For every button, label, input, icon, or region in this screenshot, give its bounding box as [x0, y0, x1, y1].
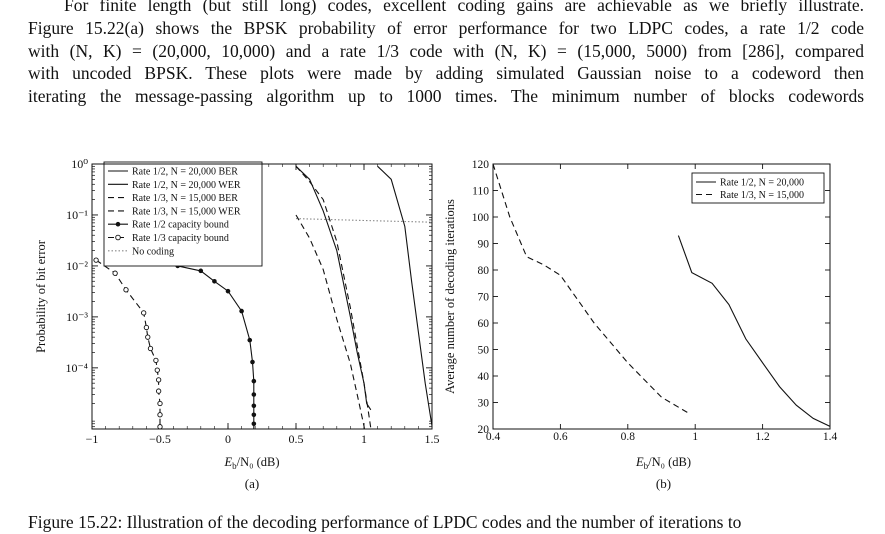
text-line: For finite length (but still long) codes… — [64, 0, 864, 15]
series-line — [377, 165, 432, 427]
y-tick-label: 10⁰ — [71, 157, 88, 171]
y-tick-label: 110 — [472, 186, 489, 198]
series-line — [295, 214, 366, 429]
y-tick-label: 50 — [478, 345, 490, 357]
text-line: iterating the message-passing algorithm … — [28, 86, 864, 107]
data-point — [123, 287, 129, 293]
data-point — [251, 421, 257, 427]
data-point — [141, 310, 147, 316]
data-point — [225, 288, 231, 294]
chart-iterations: 20 30 40 50 60 70 80 90 100 110 120 0.4 0.6 0.8 1 1.2 1.… — [443, 159, 838, 491]
text-line: with uncoded BPSK. These plots were made… — [28, 63, 864, 84]
y-tick-label: 80 — [478, 265, 490, 277]
legend-marker — [115, 234, 121, 241]
data-point — [251, 392, 257, 397]
y-tick-label: 10⁻³ — [66, 310, 88, 324]
data-point — [154, 367, 160, 373]
x-tick-label: 1.4 — [823, 431, 838, 443]
x-tick-label: 0.4 — [486, 431, 501, 443]
data-point — [251, 378, 257, 384]
data-point — [145, 334, 151, 340]
x-tick-label: 0.6 — [553, 431, 568, 443]
series-line — [295, 165, 372, 429]
y-tick-label: 20 — [478, 424, 490, 436]
series-line — [677, 235, 830, 427]
data-point — [153, 357, 159, 364]
data-point — [155, 388, 162, 394]
y-axis-label: Probability of bit error — [34, 239, 48, 353]
legend-box — [691, 172, 825, 204]
y-axis-label: Average number of decoding iterations — [443, 199, 457, 394]
series-group — [493, 164, 830, 427]
y-tick-label: 120 — [472, 159, 490, 171]
data-point — [112, 270, 118, 276]
text-line: Figure 15.22(a) shows the BPSK probabili… — [28, 17, 864, 38]
y-tick-label: 90 — [478, 239, 490, 251]
series-line — [177, 265, 255, 429]
x-tick-label: 0.5 — [289, 432, 304, 446]
series-line — [295, 218, 432, 223]
data-point — [157, 400, 163, 407]
x-tick-label: 1 — [692, 431, 698, 443]
legend-label: Rate 1/2, N = 20,000 BER — [132, 167, 238, 178]
series-line — [493, 164, 689, 414]
data-point — [239, 308, 244, 314]
y-tick-label: 30 — [478, 398, 490, 410]
chart-ber: 10⁰ 10⁻¹ 10⁻² 10⁻³ 10⁻⁴ −1 −0.5 0 0.5 1 1.5 Rate 1/… — [34, 157, 440, 491]
y-tick-label: 70 — [478, 292, 490, 304]
data-point — [93, 257, 99, 263]
series-group — [93, 165, 432, 443]
series-line — [295, 165, 372, 411]
legend-marker — [115, 221, 121, 227]
data-point — [143, 324, 150, 331]
x-tick-label: 1 — [361, 432, 367, 446]
x-tick-label: −1 — [86, 432, 99, 446]
text-line: with (N, K) = (20,000, 10,000) and a rat… — [28, 40, 864, 61]
x-axis-label: Eb/N₀ (dB) — [223, 455, 279, 471]
legend-label: Rate 1/3, N = 15,000 BER — [132, 193, 238, 204]
plot-frame — [91, 163, 433, 430]
y-tick-label: 40 — [478, 371, 490, 383]
x-tick-label: 0.8 — [621, 431, 636, 443]
data-point — [155, 377, 162, 383]
data-point — [251, 403, 257, 409]
y-tick-label: 10⁻¹ — [66, 208, 88, 222]
figure-caption: Figure 15.22: Illustration of the decodi… — [28, 512, 742, 532]
y-tick-label: 10⁻² — [66, 259, 88, 273]
legend-label: Rate 1/2 capacity bound — [132, 220, 229, 231]
panel-label: (b) — [656, 476, 671, 491]
legend-label: Rate 1/3 capacity bound — [132, 233, 229, 244]
data-point — [252, 430, 257, 435]
x-tick-label: 0 — [225, 432, 231, 446]
panel-label: (a) — [245, 476, 259, 491]
legend-label: Rate 1/3, N = 15,000 — [720, 190, 804, 201]
x-tick-label: 1.2 — [755, 431, 770, 443]
data-point — [247, 337, 253, 343]
data-point — [157, 412, 163, 418]
data-point — [252, 438, 257, 443]
plot-frame — [492, 163, 831, 430]
legend-label: No coding — [132, 246, 174, 257]
legend-label: Rate 1/3, N = 15,000 WER — [132, 206, 241, 217]
y-tick-label: 60 — [478, 318, 490, 330]
body-paragraph: For finite length (but still long) codes… — [28, 0, 864, 108]
y-tick-label: 10⁻⁴ — [65, 361, 88, 375]
data-point — [250, 359, 255, 365]
y-tick-label: 100 — [472, 212, 490, 224]
x-tick-label: −0.5 — [149, 432, 171, 446]
legend-box — [103, 161, 263, 267]
data-point — [212, 278, 217, 284]
x-axis-label: Eb/N₀ (dB) — [635, 455, 691, 471]
legend-label: Rate 1/2, N = 20,000 WER — [132, 180, 241, 191]
x-tick-label: 1.5 — [425, 432, 440, 446]
data-point — [147, 345, 154, 352]
legend-label: Rate 1/2, N = 20,000 — [720, 178, 804, 189]
data-point — [157, 424, 163, 429]
data-point — [251, 412, 257, 418]
data-point — [198, 268, 204, 274]
